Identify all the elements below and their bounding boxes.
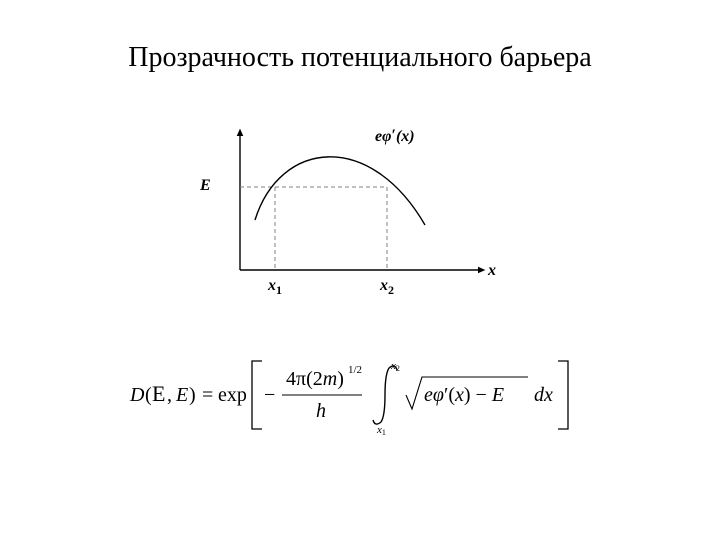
left-bracket <box>252 361 262 429</box>
curve-label: eφ′(x) <box>375 128 415 146</box>
barrier-chart: x E eφ′(x) x1 x2 <box>220 130 500 310</box>
exp-text: exp <box>218 384 247 406</box>
integral-sign <box>373 366 397 424</box>
radicand: eφ′(x) − E <box>424 384 504 406</box>
frac-num-sup: 1/2 <box>348 364 362 376</box>
x-axis-label: x <box>488 262 496 280</box>
transparency-formula: D ( E , E ) = exp − 4π(2m) 1/2 h x2 x1 <box>130 355 590 435</box>
lhs-paren-open: ( <box>145 384 152 406</box>
potential-curve <box>255 157 425 225</box>
lhs-paren-close: ) <box>189 384 196 406</box>
slide-title: Прозрачность потенциального барьера <box>0 42 720 74</box>
frac-num: 4π(2m) <box>286 368 344 390</box>
x1-label: x1 <box>268 277 282 298</box>
x2-label: x2 <box>380 277 394 298</box>
equals: = <box>202 384 213 406</box>
lhs-E: E <box>175 384 188 406</box>
formula-svg: D ( E , E ) = exp − 4π(2m) 1/2 h x2 x1 <box>130 355 590 435</box>
right-bracket <box>558 361 568 429</box>
chart-svg <box>220 130 500 310</box>
int-lower: x1 <box>376 424 386 437</box>
lhs-D: D <box>129 384 145 406</box>
dx: dx <box>534 384 553 406</box>
minus-sign: − <box>264 384 275 406</box>
lhs-script-E: E <box>152 381 165 406</box>
frac-den: h <box>316 400 326 422</box>
int-upper: x2 <box>390 360 400 373</box>
energy-label: E <box>200 177 211 195</box>
lhs-comma: , <box>167 384 172 406</box>
slide: Прозрачность потенциального барьера x E <box>0 0 720 540</box>
